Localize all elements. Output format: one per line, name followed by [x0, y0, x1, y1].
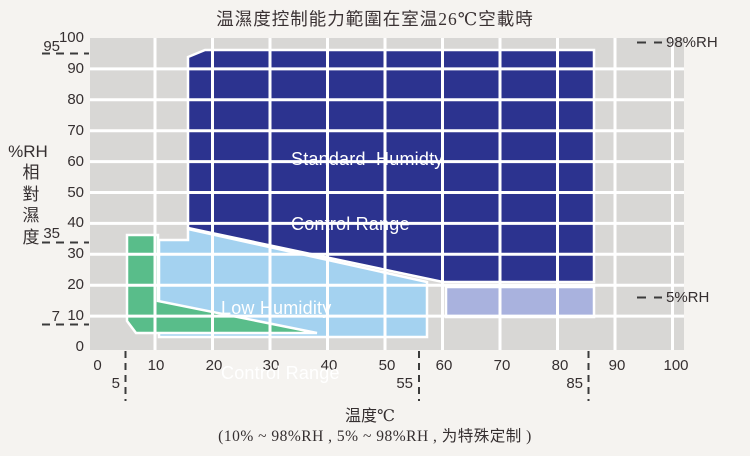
grid-lines: [90, 38, 684, 350]
x-tick: 30: [262, 357, 280, 374]
y-tick: 90: [67, 60, 84, 77]
reference-dashes: [42, 41, 662, 401]
y-axis-title: 相 對 濕 度: [18, 162, 44, 248]
x-tick: 80: [551, 357, 569, 374]
y-tick: 40: [67, 214, 84, 232]
y-axis-title-char: 對: [22, 184, 40, 204]
x-tick: 50: [378, 357, 396, 374]
y-tick: 80: [67, 90, 84, 108]
x-ref-5: 5: [111, 375, 120, 392]
x-axis-title: 温度℃: [345, 408, 395, 425]
y-ref-7: 7: [51, 308, 60, 325]
x-ref-85: 85: [566, 375, 583, 392]
chart-caption: (10% ~ 98%RH , 5% ~ 98%RH , 为特殊定制 ): [218, 428, 532, 445]
x-ref-55: 55: [396, 375, 413, 392]
annotation-5rh: 5%RH: [666, 289, 710, 306]
x-tick: 10: [147, 357, 165, 374]
standard-range-label-line1: Standard Humidty: [291, 149, 444, 169]
y-axis-title-char: 濕: [22, 206, 40, 225]
x-tick: 20: [205, 357, 223, 374]
low-range-label: Low Humidity Control Range: [221, 255, 340, 427]
x-tick: 40: [320, 357, 338, 374]
y-tick: 10: [67, 307, 84, 325]
green-extension-region: [125, 233, 318, 335]
y-tick: 60: [67, 152, 84, 170]
y-ref-35: 35: [43, 225, 60, 242]
x-tick: 0: [93, 357, 102, 374]
standard-range-label-line2: Control Range: [291, 213, 410, 234]
y-tick: 50: [67, 183, 84, 201]
chart-title: 温濕度控制能力範圍在室温26℃空載時: [216, 9, 534, 29]
x-tick: 60: [435, 357, 453, 374]
y-axis-unit: %RH: [8, 142, 48, 161]
standard-range-label: Standard Humidty Control Range: [291, 106, 443, 278]
y-axis-title-char: 相: [22, 163, 40, 182]
low-range-label-line1: Low Humidity: [221, 298, 332, 318]
annotation-98rh: 98%RH: [666, 34, 718, 51]
x-tick: 70: [493, 357, 511, 374]
lavender-extension-region: [444, 285, 596, 319]
y-ref-95: 95: [43, 38, 60, 55]
low-humidity-region: [157, 227, 429, 339]
y-tick: 100: [58, 29, 84, 46]
x-tick: 100: [663, 357, 689, 374]
x-tick: 90: [608, 357, 626, 374]
y-axis-title-char: 度: [22, 227, 40, 247]
y-tick: 30: [67, 245, 84, 263]
y-tick: 20: [67, 276, 84, 294]
y-tick: 70: [67, 121, 84, 139]
y-tick: 0: [75, 338, 84, 355]
low-range-label-line2: Control Range: [221, 362, 340, 383]
